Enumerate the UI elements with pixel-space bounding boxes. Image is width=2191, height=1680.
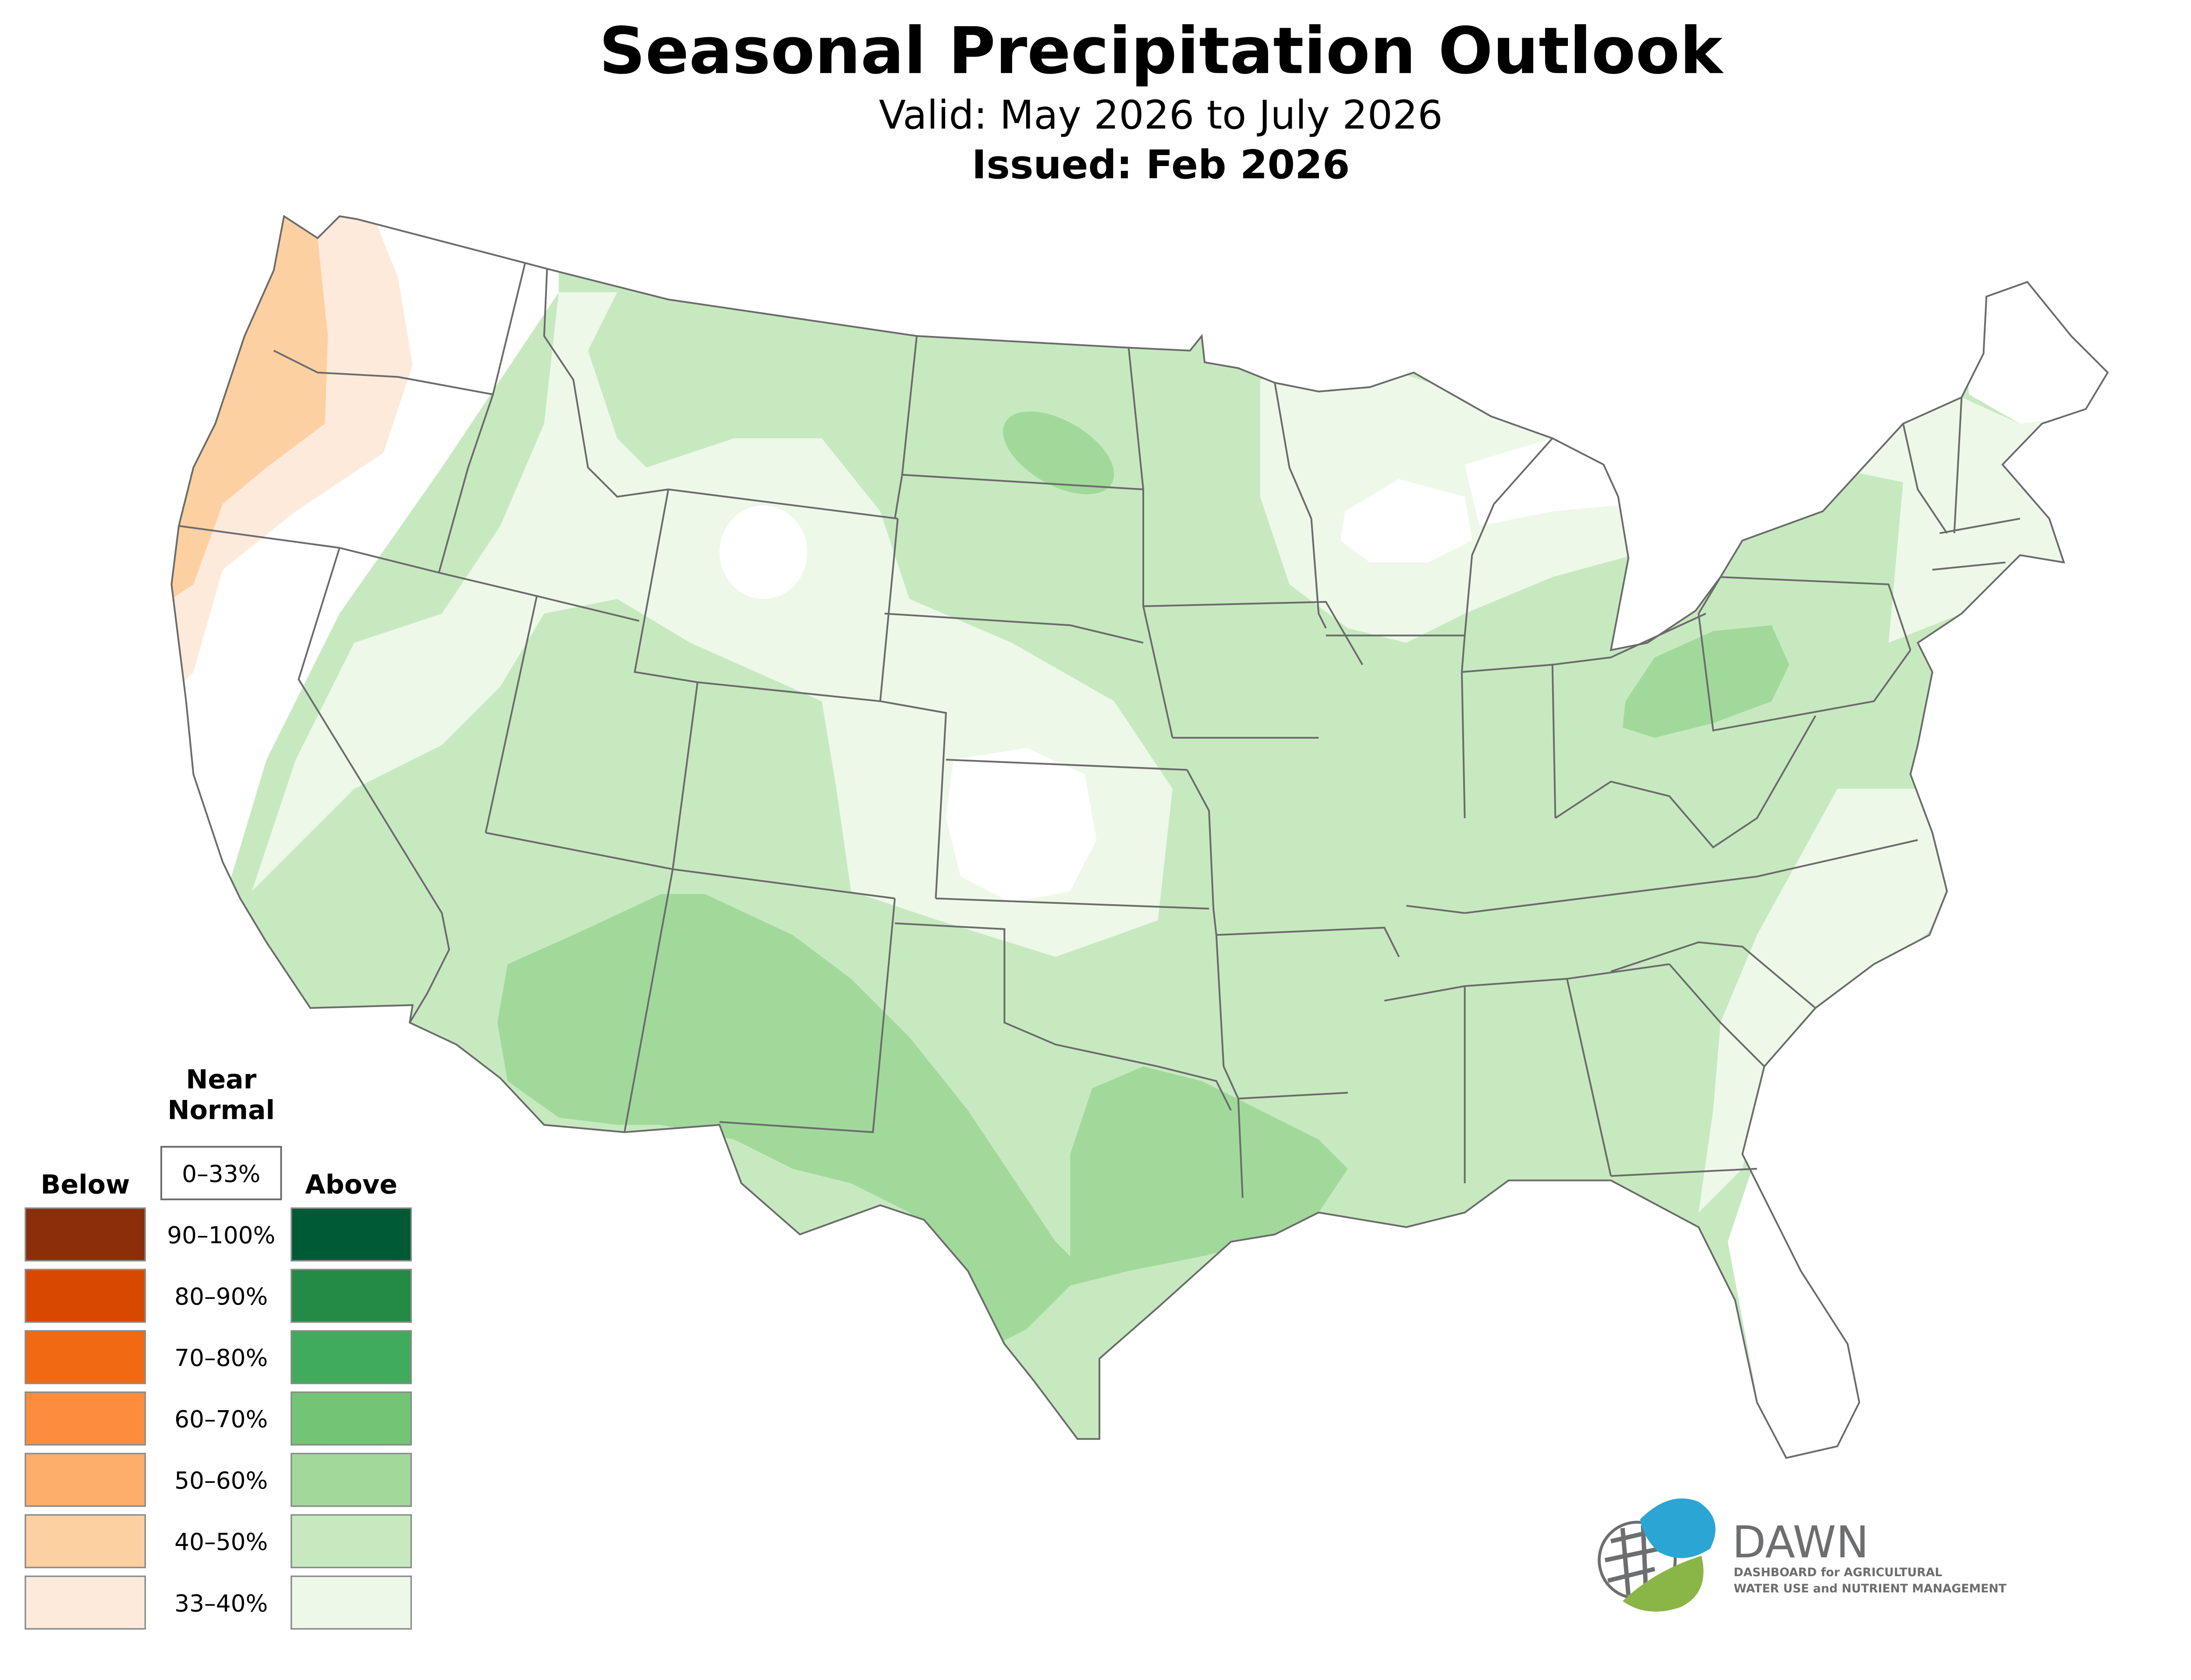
legend-row-label: 50–60% [174, 1467, 268, 1494]
legend-above-title: Above [305, 1170, 397, 1200]
legend-below-swatch [25, 1391, 146, 1446]
legend-above-swatch [291, 1207, 412, 1262]
valid-period: Valid: May 2026 to July 2026 [879, 92, 1443, 138]
zone-maine-equal-chances [1961, 263, 2108, 424]
legend-rows: 90–100% 80–90% 70–80% 60–70% 50–60% 40–50% 33–… [25, 1207, 412, 1630]
zone-michigan-equal-chances [1464, 438, 1633, 526]
legend-near-normal-range: 0–33% [182, 1160, 260, 1188]
legend-below-swatch [25, 1575, 146, 1630]
legend-near-normal-title-2: Normal [167, 1095, 275, 1125]
zone-southwest-above-50-60 [497, 894, 1348, 1344]
legend-below-swatch [25, 1330, 146, 1384]
logo-water-drop [1640, 1498, 1716, 1558]
legend-above-swatch [291, 1391, 412, 1446]
legend-above-swatch [291, 1269, 412, 1323]
legend-below-title: Below [41, 1170, 130, 1200]
map-title: Seasonal Precipitation Outlook [599, 14, 1724, 88]
zone-north-dakota-above-50-60 [1003, 411, 1114, 495]
legend-near-normal-title-1: Near [186, 1064, 256, 1095]
dawn-logo: DAWN DASHBOARD for AGRICULTURAL WATER US… [1598, 1498, 2007, 1612]
logo-tagline-1: DASHBOARD for AGRICULTURAL [1734, 1566, 1942, 1579]
zone-kansas-equal-chances [946, 748, 1097, 903]
issued-date: Issued: Feb 2026 [972, 142, 1350, 188]
legend-row-label: 70–80% [174, 1344, 268, 1372]
zone-wisconsin-equal-chances [1340, 479, 1472, 562]
state-boundaries [170, 215, 2109, 1459]
legend-below-swatch [25, 1453, 146, 1507]
legend-row-label: 90–100% [167, 1221, 275, 1249]
legend-row-label: 80–90% [174, 1283, 268, 1310]
legend-below-swatch [25, 1514, 146, 1568]
logo-field-grid [1604, 1525, 1661, 1596]
zone-wyoming-equal-chances [719, 505, 807, 599]
legend-above-swatch [291, 1514, 412, 1568]
legend-above-swatch [291, 1330, 412, 1384]
legend-below-swatch [25, 1269, 146, 1323]
legend-row-label: 60–70% [174, 1405, 268, 1433]
legend-below-swatch [25, 1207, 146, 1262]
legend-row-label: 33–40% [174, 1589, 268, 1617]
zone-florida-equal-chances [1727, 1110, 1874, 1458]
logo-name: DAWN [1732, 1517, 1869, 1568]
zone-pacific-nw-below-40-50 [171, 216, 328, 599]
zone-ohio-above-50-60 [1622, 625, 1789, 738]
legend-above-swatch [291, 1453, 412, 1507]
legend: Near Normal 0–33% Below Above 90–100% 80–… [25, 1064, 412, 1630]
logo-tagline-2: WATER USE and NUTRIENT MANAGEMENT [1734, 1582, 2007, 1595]
us-map [170, 215, 2109, 1459]
logo-leaf [1622, 1556, 1704, 1612]
legend-row-label: 40–50% [174, 1528, 268, 1556]
legend-near-normal-swatch [160, 1146, 282, 1200]
legend-above-swatch [291, 1575, 412, 1630]
